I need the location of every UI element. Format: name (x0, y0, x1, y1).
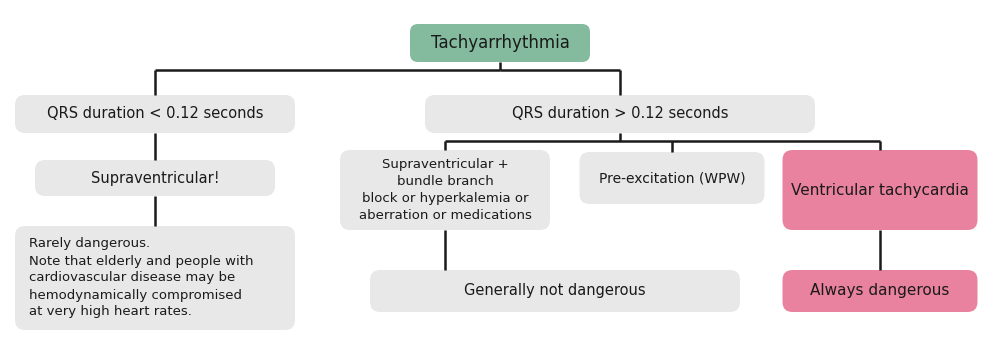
Text: Supraventricular!: Supraventricular! (91, 171, 219, 185)
FancyBboxPatch shape (340, 150, 550, 230)
Text: Generally not dangerous: Generally not dangerous (464, 283, 646, 299)
Text: Ventricular tachycardia: Ventricular tachycardia (791, 182, 969, 198)
FancyBboxPatch shape (35, 160, 275, 196)
FancyBboxPatch shape (370, 270, 740, 312)
FancyBboxPatch shape (410, 24, 590, 62)
Text: Rarely dangerous.
Note that elderly and people with
cardiovascular disease may b: Rarely dangerous. Note that elderly and … (29, 237, 254, 319)
Text: Tachyarrhythmia: Tachyarrhythmia (431, 34, 569, 52)
FancyBboxPatch shape (782, 150, 978, 230)
Text: QRS duration < 0.12 seconds: QRS duration < 0.12 seconds (47, 107, 263, 121)
FancyBboxPatch shape (15, 95, 295, 133)
Text: Supraventricular +
bundle branch
block or hyperkalemia or
aberration or medicati: Supraventricular + bundle branch block o… (359, 158, 531, 222)
FancyBboxPatch shape (15, 226, 295, 330)
FancyBboxPatch shape (782, 270, 978, 312)
FancyBboxPatch shape (425, 95, 815, 133)
Text: Always dangerous: Always dangerous (810, 283, 950, 299)
Text: Pre-excitation (WPW): Pre-excitation (WPW) (599, 171, 745, 185)
Text: QRS duration > 0.12 seconds: QRS duration > 0.12 seconds (512, 107, 728, 121)
FancyBboxPatch shape (580, 152, 765, 204)
